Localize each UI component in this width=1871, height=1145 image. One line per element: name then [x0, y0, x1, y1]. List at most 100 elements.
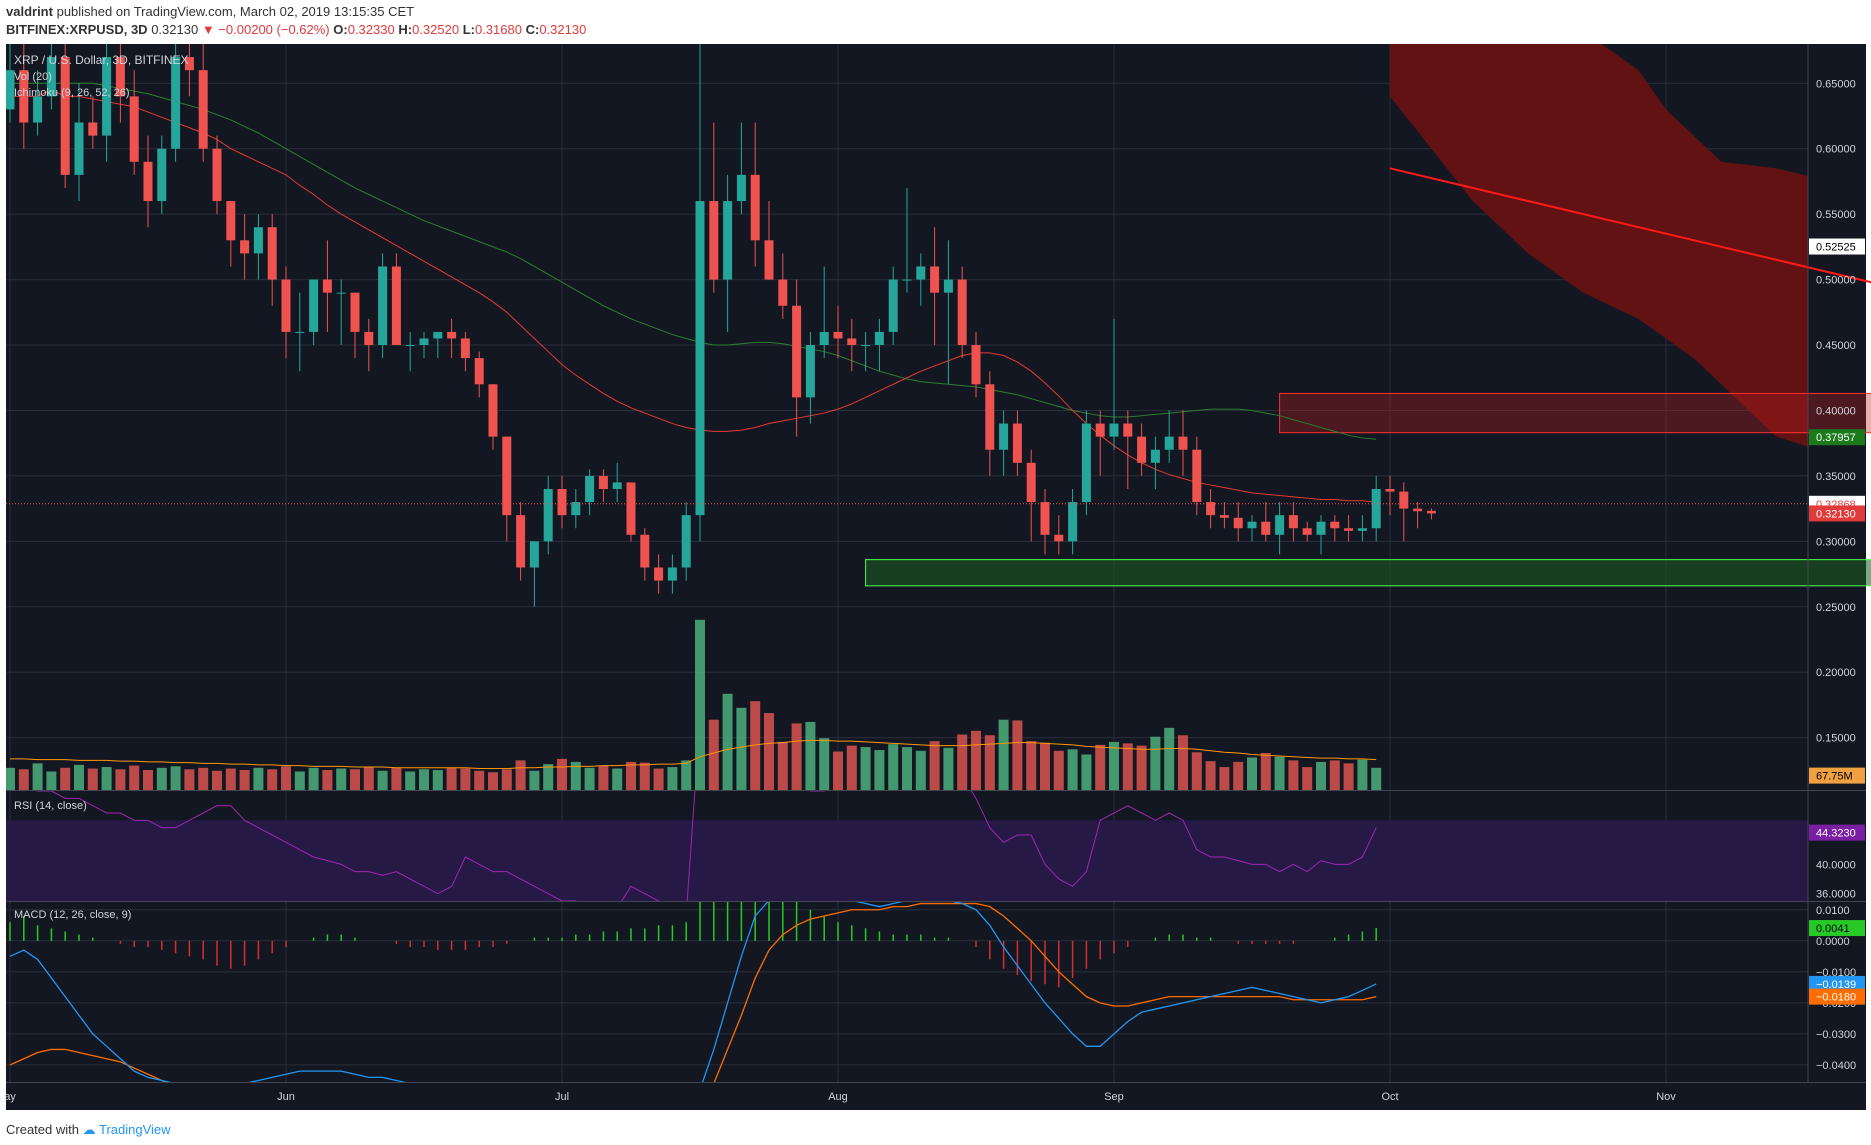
candle: [295, 292, 305, 372]
volume-bar: [432, 770, 443, 790]
candle: [1137, 423, 1147, 476]
candle-body: [212, 148, 222, 202]
macd-badge: 0.0041: [1809, 920, 1865, 937]
macd-badge-label: −0.0139: [1816, 979, 1856, 991]
volume-bar: [1288, 760, 1299, 790]
candle: [1054, 515, 1064, 555]
price-badge-bg: [1809, 238, 1865, 255]
candle-body: [1150, 449, 1160, 463]
candle: [930, 227, 940, 346]
volume-bar: [405, 771, 416, 790]
candle-body: [654, 567, 664, 581]
price-badge: 0.32130: [1809, 505, 1865, 522]
volume-bar: [1302, 767, 1313, 790]
candle: [654, 554, 664, 594]
volume-bar: [791, 723, 802, 790]
candle-body: [626, 482, 636, 535]
candle: [1068, 488, 1078, 555]
candle: [1385, 475, 1395, 516]
candle: [184, 44, 194, 97]
volume-bar: [336, 768, 347, 790]
trading-chart[interactable]: 0.65000 0.60000 0.55000 0.50000 0.45000 0.400…: [0, 44, 1871, 1110]
candle: [516, 502, 526, 581]
macd-pane: [6, 902, 1808, 1082]
price-badge: 0.37957: [1809, 429, 1865, 446]
change-down-icon: ▼: [201, 22, 215, 37]
candle: [640, 528, 650, 581]
candle: [943, 240, 953, 385]
volume-bars: [6, 619, 1382, 790]
price-badge-label: 0.52525: [1816, 242, 1856, 254]
candle: [1150, 436, 1160, 489]
candle: [1026, 449, 1036, 542]
candle-body: [1330, 521, 1340, 529]
price-badge-label: 67.75M: [1816, 771, 1853, 783]
candle-body: [516, 515, 526, 568]
volume-ma-line: [10, 739, 1377, 770]
candle: [1344, 515, 1354, 542]
volume-bar: [60, 767, 71, 790]
candle-body: [405, 345, 415, 347]
volume-bar: [1329, 760, 1340, 790]
candle: [695, 44, 705, 542]
candle-body: [322, 279, 332, 293]
candle: [460, 331, 470, 372]
candle: [1012, 410, 1022, 476]
candle-body: [240, 240, 250, 254]
volume-bar: [1316, 761, 1326, 790]
rsi-tick-label: 36.0000: [1816, 889, 1856, 901]
candle: [1399, 482, 1409, 542]
volume-bar: [419, 769, 429, 790]
volume-bar: [1274, 756, 1285, 790]
candle: [1095, 410, 1105, 476]
close-value: 0.32130: [539, 22, 587, 37]
candle: [226, 201, 236, 267]
candle-body: [750, 174, 760, 241]
candle: [378, 253, 388, 359]
candle: [626, 482, 636, 542]
candle: [999, 410, 1009, 476]
candle-body: [1026, 462, 1036, 503]
volume-bar: [736, 707, 747, 790]
candle-body: [695, 201, 705, 516]
candle-body: [1040, 502, 1050, 535]
tradingview-logo-icon[interactable]: ☁: [82, 1122, 96, 1137]
candle-body: [33, 96, 43, 123]
candle: [1178, 410, 1188, 476]
macd-badge-label: 0.0041: [1816, 923, 1850, 935]
candle-body: [1426, 510, 1436, 514]
volume-bar: [584, 767, 595, 790]
price-tick-label: 0.25000: [1816, 602, 1856, 614]
macd-badge: −0.0139: [1809, 975, 1865, 992]
volume-bar: [639, 762, 650, 790]
volume-bar: [1067, 749, 1078, 790]
candle: [115, 44, 125, 123]
tradingview-brand[interactable]: TradingView: [99, 1122, 171, 1137]
candle-body: [1054, 534, 1064, 542]
candle: [405, 331, 415, 372]
volume-bar: [1012, 720, 1023, 790]
volume-bar: [239, 770, 250, 790]
volume-bar: [929, 741, 940, 790]
macd-tick-label: −0.0300: [1816, 1029, 1856, 1041]
candle: [474, 351, 484, 398]
candle-body: [143, 161, 153, 202]
volume-bar: [225, 768, 236, 790]
candle: [102, 44, 112, 162]
volume-bar: [833, 751, 843, 790]
ichimoku-cloud: [1390, 44, 1808, 447]
candle: [957, 266, 967, 359]
volume-bar: [74, 764, 84, 790]
time-tick-label: Nov: [1656, 1091, 1676, 1103]
volume-bar: [1260, 753, 1271, 790]
candle: [1164, 410, 1174, 463]
volume-bar: [212, 770, 222, 790]
candle-body: [598, 475, 608, 489]
candle: [1247, 515, 1257, 542]
candle-body: [1219, 515, 1229, 518]
candle: [60, 44, 70, 188]
author-name[interactable]: valdrint: [6, 4, 53, 19]
volume-bar: [184, 769, 195, 790]
candle-body: [1413, 508, 1423, 512]
rsi-badge-bg: [1809, 824, 1865, 841]
